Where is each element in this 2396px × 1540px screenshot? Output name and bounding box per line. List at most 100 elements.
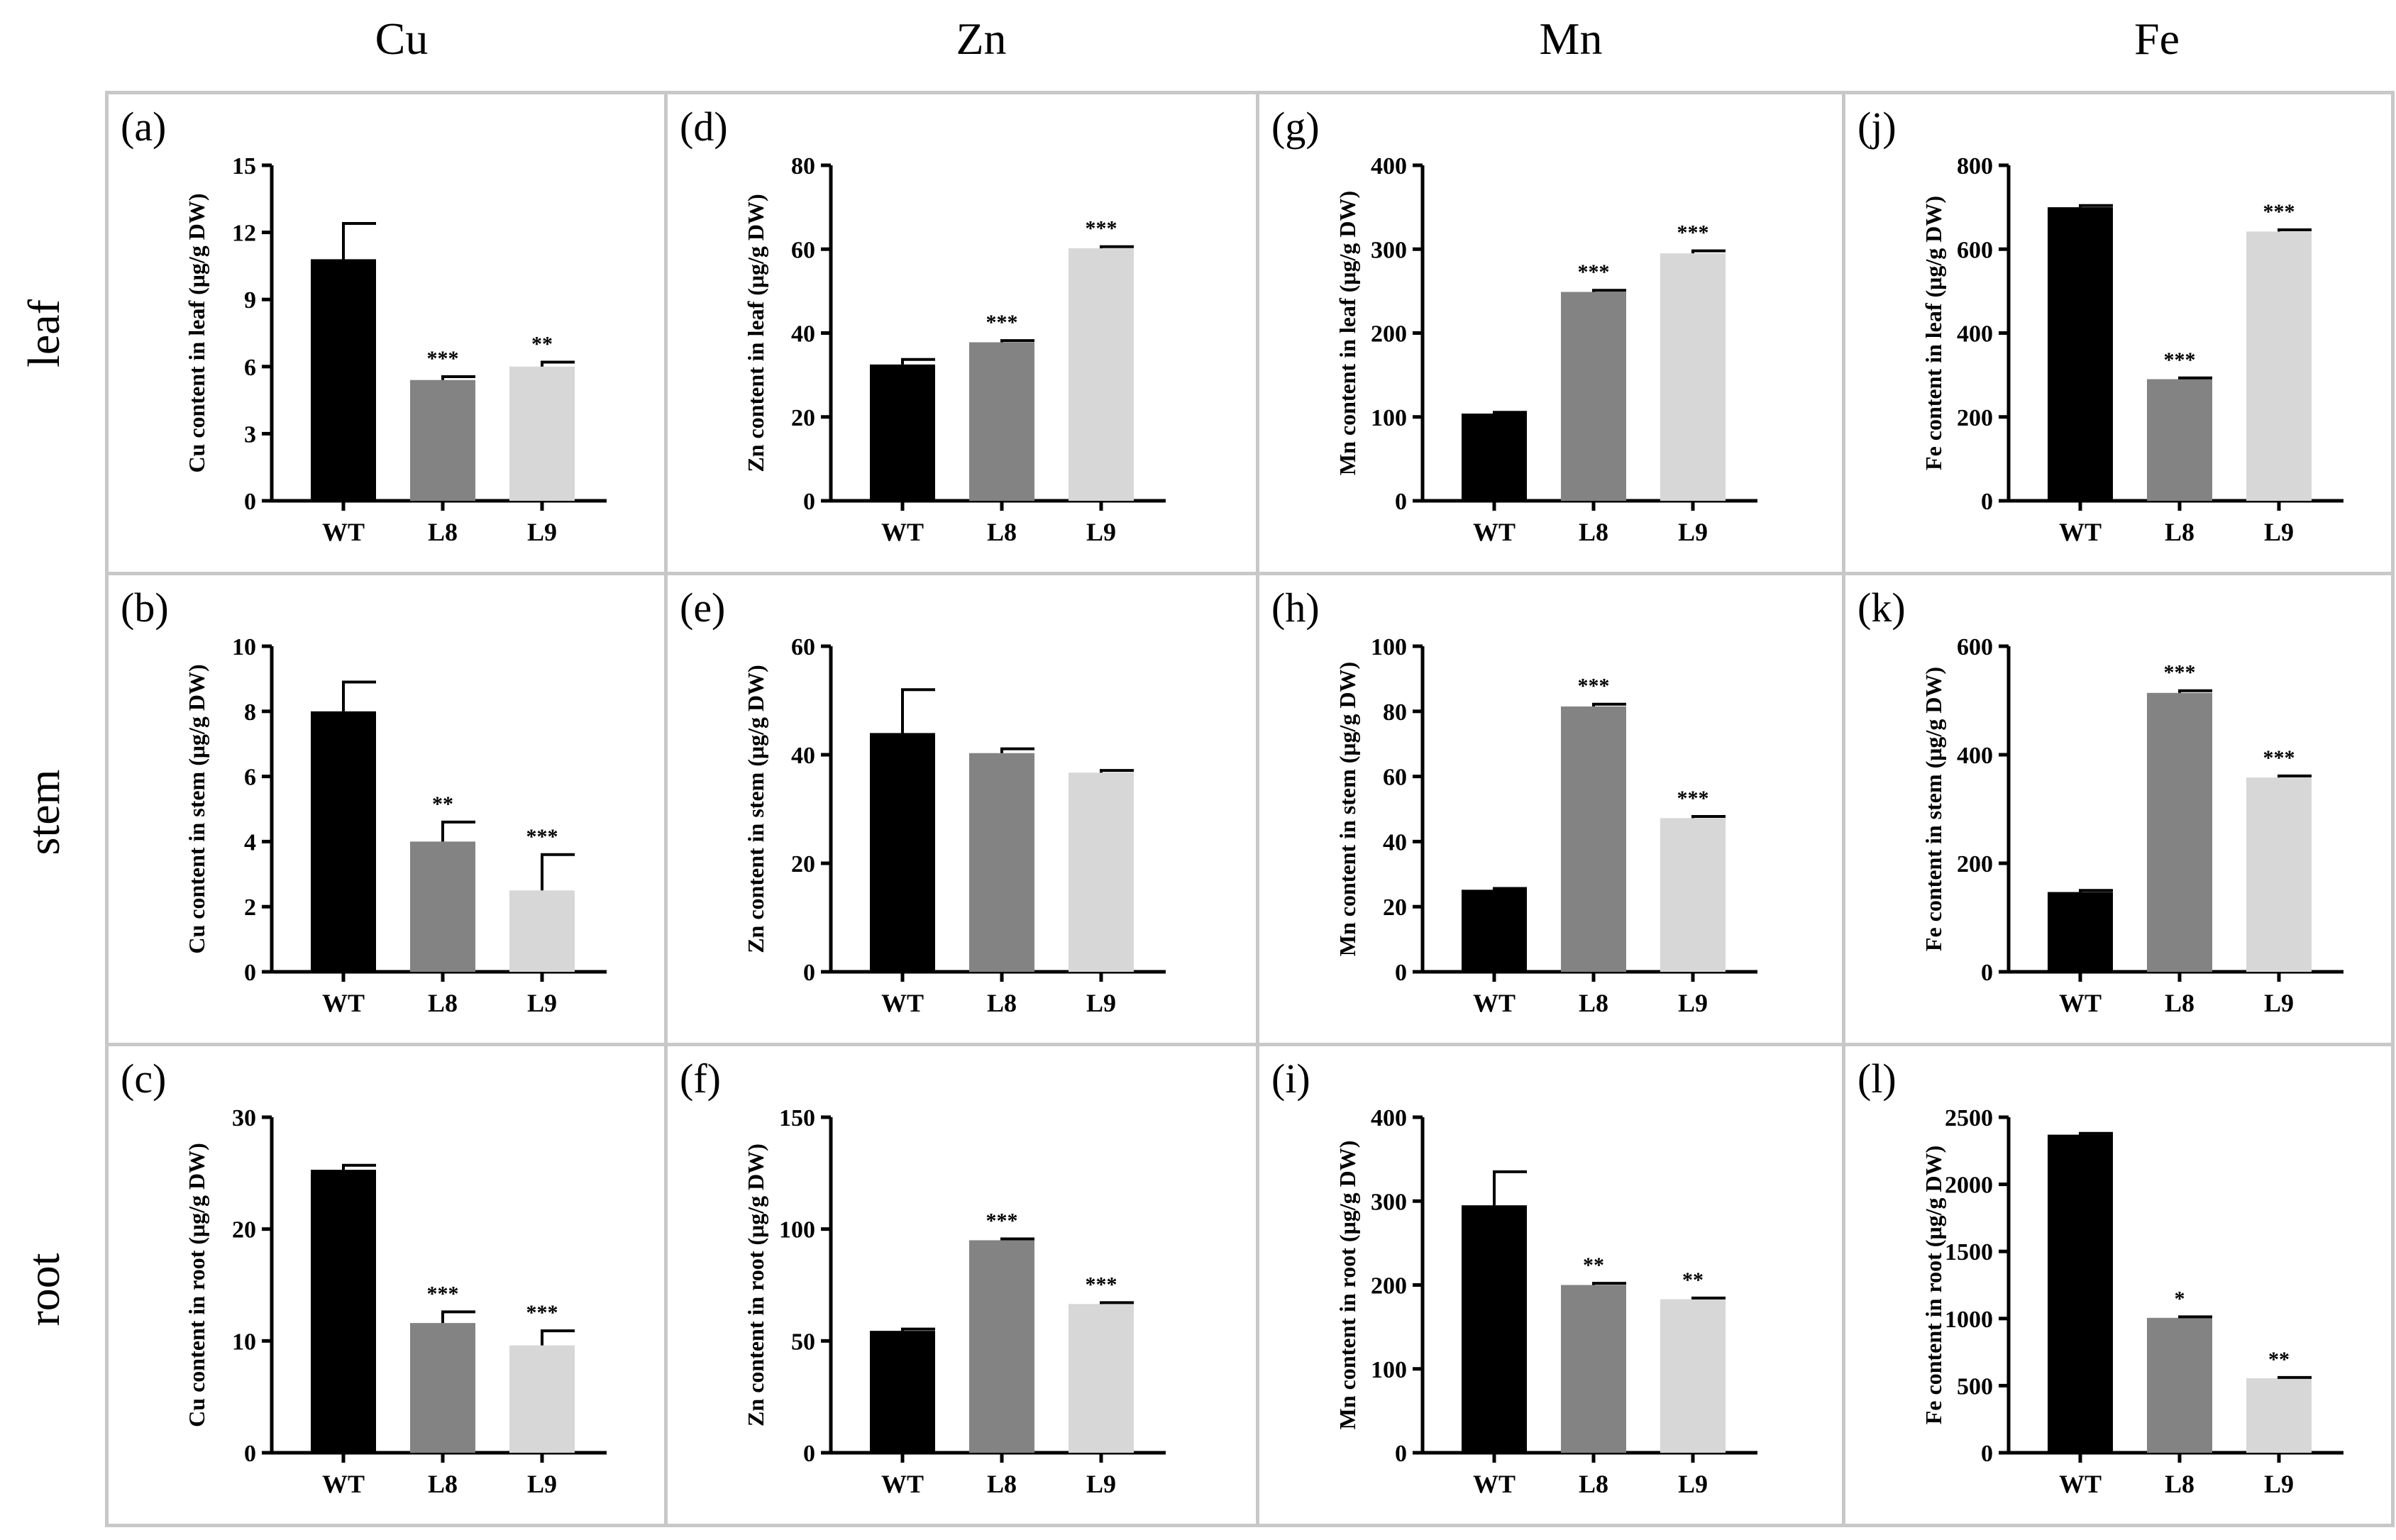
bar-wt [870,1331,935,1453]
bar-l9 [1660,253,1726,501]
y-tick-label: 1000 [1945,1307,1993,1333]
y-tick-label: 15 [232,153,256,179]
panel-label: (g) [1271,104,1320,150]
significance-marker: *** [1677,221,1709,245]
x-tick-label: L9 [1678,989,1708,1017]
x-tick-label: L9 [1678,518,1708,546]
bar-wt [1462,890,1527,972]
y-tick-label: 9 [244,287,256,314]
x-tick-label: WT [322,989,365,1017]
x-tick-label: WT [1473,518,1516,546]
y-tick-label: 400 [1957,321,1993,348]
x-tick-label: L8 [1579,989,1608,1017]
y-tick-label: 1500 [1945,1239,1993,1265]
bar-l8 [969,342,1034,501]
bar-wt [311,711,376,972]
panel-label: (b) [121,585,169,631]
bar-l9 [1069,772,1134,972]
y-tick-label: 400 [1371,153,1407,179]
bar-l9 [509,890,575,972]
y-tick-label: 400 [1957,743,1993,769]
significance-marker: ** [2268,1348,2290,1371]
panel-label: (k) [1857,585,1906,631]
y-tick-label: 50 [791,1329,815,1355]
y-axis-title: Mn content in stem (μg/g DW) [1335,662,1360,956]
bar-l9 [2246,777,2312,972]
y-tick-label: 80 [791,153,815,179]
x-tick-label: L9 [2264,989,2294,1017]
y-tick-label: 80 [1383,699,1407,726]
significance-marker: ** [432,792,453,816]
y-tick-label: 10 [232,634,256,660]
panel-label: (j) [1857,104,1897,150]
panel-label: (e) [680,585,725,631]
column-header-cu: Cu [375,13,429,64]
x-tick-label: WT [2059,989,2102,1017]
bar-l8 [1561,292,1626,501]
row-header-leaf: leaf [18,299,69,367]
panel-frame [1842,1043,2395,1527]
x-tick-label: L9 [1086,989,1116,1017]
y-tick-label: 0 [244,1441,256,1467]
bar-l8 [410,380,475,501]
y-tick-label: 0 [1395,489,1407,515]
x-tick-label: L9 [527,518,557,546]
significance-marker: *** [526,1301,558,1324]
y-tick-label: 600 [1957,237,1993,263]
x-tick-label: L9 [1678,1470,1708,1498]
bar-wt [870,733,935,972]
significance-marker: *** [2263,200,2295,223]
bar-chart-d: (d) 0 20 40 60 80 Zn content in leaf (μg/g DW)… [680,104,1166,546]
x-tick-label: WT [322,518,365,546]
y-tick-label: 150 [779,1105,815,1131]
bar-l9 [509,366,575,501]
y-tick-label: 100 [1371,1357,1407,1383]
bar-chart-h: (h) 0 20 40 60 80 100 Mn content in stem (μg/g … [1271,585,1757,1017]
y-tick-label: 10 [232,1329,256,1355]
bar-l8 [969,753,1034,972]
bar-l9 [1660,1299,1726,1453]
x-tick-label: L9 [2264,1470,2294,1498]
y-tick-label: 30 [232,1105,256,1131]
x-tick-label: L8 [2165,989,2195,1017]
y-tick-label: 60 [1383,765,1407,791]
y-tick-label: 300 [1371,237,1407,263]
bar-chart-i: (i) 0 100 200 300 400 Mn content in root (μg/g… [1271,1056,1757,1498]
y-tick-label: 12 [232,221,256,247]
y-axis-title: Zn content in stem (μg/g DW) [743,665,768,953]
bar-l9 [2246,1378,2312,1453]
bar-l8 [410,841,475,972]
y-axis-title: Fe content in stem (μg/g DW) [1921,667,1946,951]
significance-marker: *** [2263,746,2295,770]
column-header-mn: Mn [1539,13,1603,64]
y-tick-label: 500 [1957,1373,1993,1400]
x-tick-label: WT [881,1470,924,1498]
panel-label: (d) [680,104,728,150]
y-tick-label: 40 [791,743,815,769]
y-tick-label: 100 [1371,634,1407,660]
bar-l9 [1660,818,1726,972]
y-tick-label: 200 [1371,321,1407,348]
y-axis-title: Cu content in stem (μg/g DW) [184,664,209,953]
x-tick-label: L9 [527,989,557,1017]
x-tick-label: L8 [2165,1470,2195,1498]
x-tick-label: L9 [2264,518,2294,546]
bar-wt [870,364,935,501]
y-tick-label: 0 [244,489,256,515]
y-tick-label: 60 [791,237,815,263]
bar-l8 [2147,692,2212,972]
y-tick-label: 0 [803,960,815,986]
bar-wt [2048,1134,2113,1453]
y-tick-label: 2000 [1945,1173,1993,1199]
bar-l8 [1561,706,1626,972]
panel-label: (f) [680,1056,721,1102]
y-tick-label: 400 [1371,1105,1407,1131]
x-tick-label: L8 [1579,518,1608,546]
y-axis-title: Fe content in leaf (μg/g DW) [1921,196,1946,470]
y-tick-label: 4 [244,829,256,855]
x-tick-label: WT [2059,1470,2102,1498]
significance-marker: *** [427,347,459,370]
significance-marker: *** [1086,217,1117,240]
panel-label: (l) [1857,1056,1897,1102]
